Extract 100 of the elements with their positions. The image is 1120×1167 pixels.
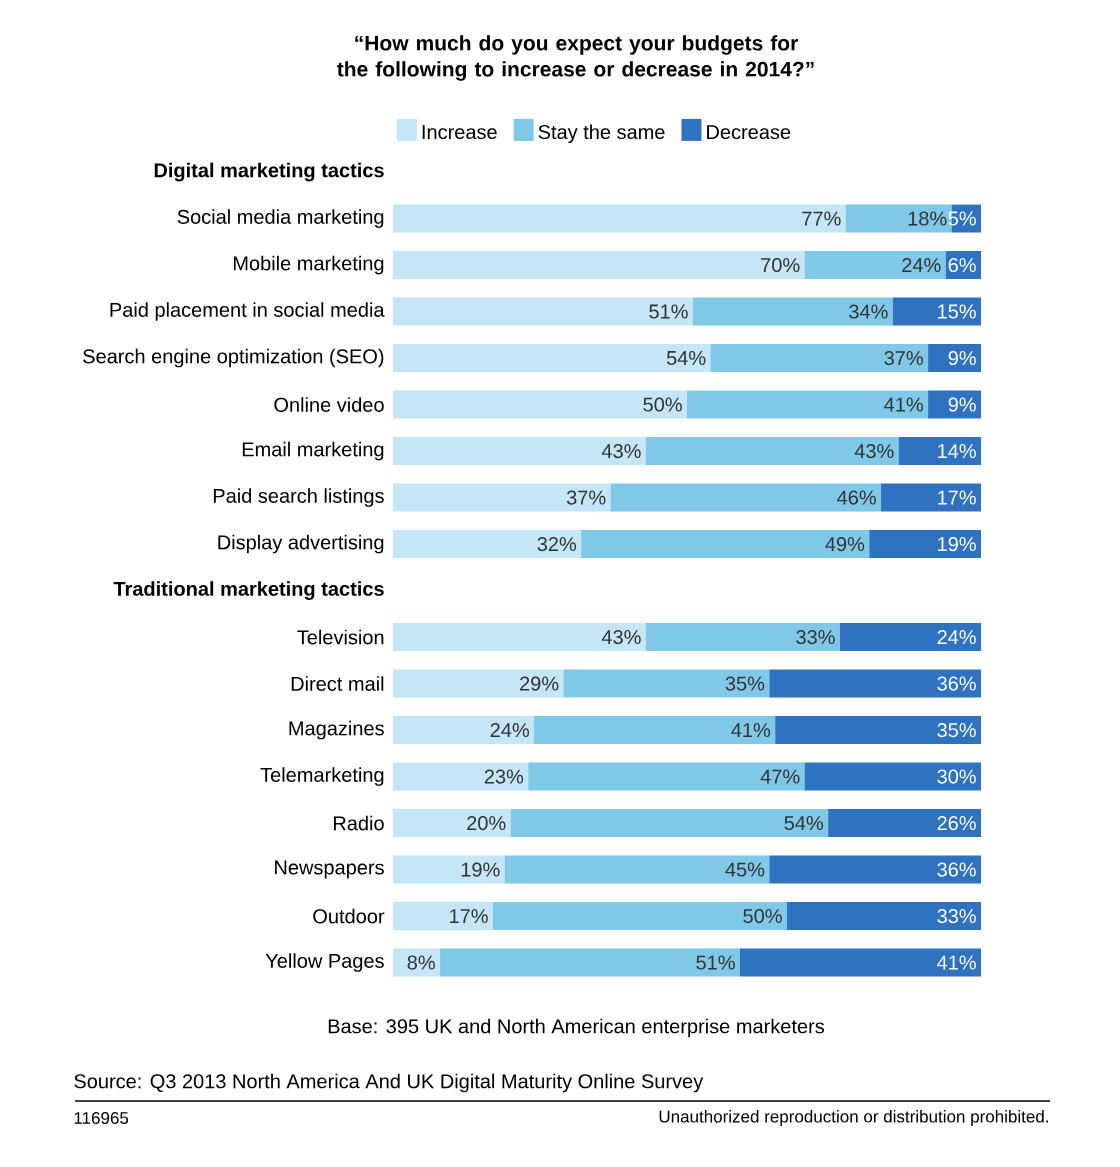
bar: [804, 251, 946, 279]
data-label: 17%: [450, 909, 488, 924]
bar: [393, 297, 693, 326]
data-label: 33%: [796, 629, 835, 645]
data-label: 30%: [937, 769, 976, 784]
bar: [492, 902, 787, 930]
data-label: 15%: [938, 304, 976, 319]
bar: [645, 623, 840, 651]
data-label: 37%: [566, 490, 606, 505]
y-tick-label: Magazines: [289, 720, 384, 740]
y-tick-label: Mobile marketing: [233, 255, 384, 275]
bar: [534, 716, 776, 745]
data-label: 45%: [725, 862, 765, 877]
y-tick-label: Television: [297, 629, 384, 645]
legend-label: Increase: [422, 125, 497, 140]
bar: [928, 390, 982, 419]
text: Base: 395 UK and North American enterprise marketers: [328, 1018, 825, 1038]
data-label: 51%: [696, 955, 735, 970]
data-label: 77%: [802, 211, 841, 226]
bar: [393, 902, 493, 930]
data-label: 18%: [908, 211, 947, 226]
data-label: 20%: [467, 815, 506, 831]
data-label: 23%: [484, 769, 524, 784]
source-note: Source: Q3 2013 North America And UK Digital Maturity Online Survey: [74, 1073, 704, 1093]
data-label: 36%: [937, 862, 976, 877]
bar: [581, 530, 870, 558]
data-label: 50%: [743, 908, 782, 924]
bar: [898, 437, 982, 465]
data-label: 26%: [937, 815, 976, 831]
bar: [393, 204, 846, 233]
y-tick-label: Paid placement in social media: [110, 302, 385, 321]
y-tick-label: Radio: [333, 815, 384, 831]
bar: [393, 437, 646, 465]
data-label: 24%: [937, 630, 976, 645]
bar: [393, 716, 535, 745]
data-label: 8%: [407, 955, 435, 970]
bar: [610, 483, 882, 512]
y-tick-label: Social media marketing: [177, 209, 384, 228]
bar: [393, 623, 646, 651]
data-label: 47%: [760, 769, 800, 784]
bar: [775, 716, 982, 745]
data-label: 41%: [937, 955, 976, 970]
data-label: 9%: [948, 397, 976, 412]
bar: [881, 483, 982, 512]
data-label: 41%: [731, 723, 771, 738]
legend-label: Decrease: [707, 125, 791, 140]
y-tick-label: Newspapers: [275, 860, 384, 879]
bar: [528, 762, 805, 791]
bar: [710, 344, 929, 372]
bar: [393, 669, 564, 698]
y-tick-label: Paid search listings: [213, 488, 384, 507]
bar: [687, 390, 929, 419]
data-label: 54%: [784, 816, 824, 831]
bar: [393, 809, 511, 837]
data-label: 43%: [601, 443, 641, 459]
bar: [739, 948, 982, 977]
data-label: 49%: [825, 536, 865, 552]
bar: [393, 251, 805, 279]
data-label: 6%: [948, 257, 976, 273]
y-tick-label: Yellow Pages: [265, 953, 384, 972]
data-label: 43%: [601, 629, 641, 645]
text: Unauthorized reproduction or distribution prohibited.: [659, 1110, 1048, 1126]
bar: [828, 809, 982, 837]
bar: [393, 483, 611, 512]
bar: [393, 390, 687, 419]
data-label: 24%: [490, 723, 530, 738]
data-label: 51%: [649, 304, 688, 319]
bar: [839, 623, 982, 651]
y-tick-label: Outdoor: [313, 908, 385, 924]
data-label: 70%: [761, 257, 800, 273]
bar: [928, 344, 982, 372]
data-label: 9%: [948, 350, 976, 366]
y-tick-label: Direct mail: [291, 676, 384, 691]
bar: [804, 762, 982, 791]
y-tick-label: Online video: [274, 397, 384, 412]
data-label: 17%: [938, 490, 976, 505]
data-label: 34%: [849, 304, 888, 319]
data-label: 19%: [938, 536, 976, 552]
data-label: 50%: [643, 397, 682, 412]
data-label: 41%: [884, 397, 923, 412]
data-label: 29%: [520, 676, 559, 691]
y-tick-label: Email marketing: [242, 441, 384, 461]
bar: [692, 297, 893, 326]
data-label: 54%: [666, 351, 706, 366]
data-label: 14%: [938, 444, 976, 459]
bar: [440, 948, 740, 977]
bar: [393, 855, 505, 884]
data-label: 33%: [937, 908, 976, 924]
bar: [504, 855, 770, 884]
data-label: 19%: [461, 862, 500, 877]
y-tick-label: Traditional marketing tactics: [113, 581, 384, 600]
data-label: 36%: [937, 676, 976, 691]
bar: [563, 669, 770, 698]
chart-title: “How much do you expect your budgets for the following to increase or decrease in 2014?”: [337, 35, 814, 81]
data-label: 32%: [537, 536, 577, 552]
data-label: 46%: [837, 490, 876, 505]
bar: [393, 762, 529, 791]
y-tick-label: Display advertising: [218, 534, 384, 554]
legend-label: Stay the same: [538, 124, 665, 144]
data-label: 35%: [937, 722, 976, 738]
